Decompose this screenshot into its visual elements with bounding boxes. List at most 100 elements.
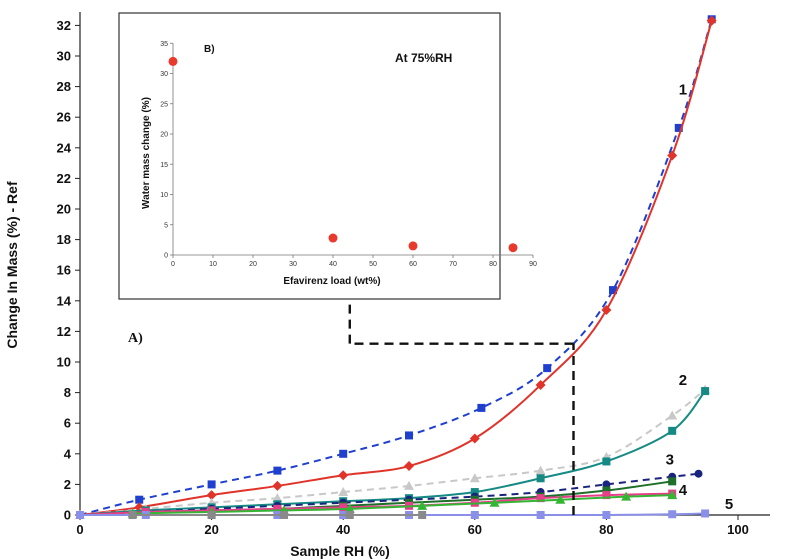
inset-x-tick-label: 30 <box>289 261 297 268</box>
y-tick-label: 32 <box>57 18 71 33</box>
inset-y-axis-title: Water mass change (%) <box>141 97 152 209</box>
series-point-9 <box>128 511 137 519</box>
inset-x-tick-label: 60 <box>409 261 417 268</box>
series-point-1 <box>206 490 217 501</box>
y-tick-label: 22 <box>57 171 71 186</box>
series-point-1 <box>272 480 283 491</box>
series-line-2 <box>79 388 706 516</box>
inset-point <box>508 243 518 253</box>
series-point-6 <box>273 504 282 513</box>
series-point-7 <box>555 494 566 504</box>
inset-y-tick-label: 30 <box>160 71 168 78</box>
series-point-6 <box>602 491 611 500</box>
series-point-8 <box>602 511 611 519</box>
inset-y-tick-label: 35 <box>160 41 168 48</box>
series-point-0 <box>273 466 282 475</box>
series-point-6 <box>536 494 545 503</box>
inset-x-tick-label: 70 <box>449 261 457 268</box>
series-point-0 <box>405 431 413 440</box>
series-point-5 <box>668 477 677 486</box>
panel-a-label: A) <box>128 331 143 346</box>
series-point-8 <box>701 509 710 518</box>
inset-axes: 0 5 10 15 20 25 30 35 0 10 20 30 40 50 60 70 80 90 <box>160 41 537 268</box>
x-tick-label: 60 <box>468 522 482 537</box>
x-tick-label: 80 <box>599 522 613 537</box>
y-axis-title: Change In Mass (%) - Ref <box>4 181 20 349</box>
series-point-3 <box>470 488 479 497</box>
y-tick-label: 10 <box>57 355 71 370</box>
series-point-3 <box>602 457 611 466</box>
series-point-0 <box>608 286 617 295</box>
curve-label: 1 <box>679 81 687 98</box>
inset-y-tick-label: 15 <box>160 162 168 169</box>
series-point-0 <box>674 123 683 132</box>
series-point-4 <box>694 469 703 478</box>
y-tick-label: 16 <box>57 263 71 278</box>
series-point-9 <box>345 511 354 519</box>
series-point-8 <box>76 511 84 519</box>
series-point-9 <box>207 511 216 519</box>
y-tick-label: 6 <box>64 416 71 431</box>
y-tick-label: 12 <box>57 324 71 339</box>
y-tick-label: 20 <box>57 202 71 217</box>
series-point-0 <box>207 480 216 489</box>
curve-label: 4 <box>679 482 688 499</box>
series-point-3 <box>668 426 677 435</box>
y-tick-label: 30 <box>57 49 71 64</box>
series-point-2 <box>667 410 678 420</box>
series-point-1 <box>535 379 546 390</box>
series-point-3 <box>701 387 710 396</box>
x-tick-label: 100 <box>727 522 749 537</box>
inset-point <box>168 56 178 66</box>
inset-y-tick-label: 25 <box>160 101 168 108</box>
inset-y-tick-label: 5 <box>164 222 168 229</box>
inset-y-tick-label: 10 <box>160 192 168 199</box>
series-point-0 <box>543 364 552 373</box>
series-point-8 <box>536 511 545 519</box>
inset-x-tick-label: 20 <box>249 261 257 268</box>
y-tick-label: 26 <box>57 110 71 125</box>
inset-panel-b: 0 5 10 15 20 25 30 35 0 10 20 30 40 50 60 70 80 90 B) At … <box>118 12 537 300</box>
series-point-7 <box>667 490 678 500</box>
series-point-5 <box>602 486 611 495</box>
y-tick-label: 2 <box>64 477 71 492</box>
y-tick-label: 14 <box>57 293 72 308</box>
inset-x-axis-title: Efavirenz load (wt%) <box>283 276 380 287</box>
y-tick-label: 24 <box>57 140 72 155</box>
series-point-1 <box>469 433 480 444</box>
series-point-2 <box>338 487 349 497</box>
series-point-1 <box>404 461 414 472</box>
series-point-0 <box>135 495 144 504</box>
curve-labels: 1 2 34 5 <box>666 81 734 513</box>
series-point-2 <box>272 493 283 503</box>
series-point-9 <box>279 511 288 519</box>
inset-x-tick-label: 90 <box>529 261 537 268</box>
curve-label: 2 <box>679 372 687 389</box>
inset-y-tick-label: 20 <box>160 132 168 139</box>
series-point-7 <box>417 500 428 510</box>
curve-label: 3 <box>666 452 674 469</box>
y-tick-label: 28 <box>57 79 71 94</box>
series-point-8 <box>470 511 479 519</box>
inset-point <box>408 241 418 251</box>
y-tick-label: 18 <box>57 232 71 247</box>
series-point-8 <box>668 510 677 519</box>
inset-x-tick-label: 80 <box>489 261 497 268</box>
series-point-2 <box>404 480 414 490</box>
series-point-7 <box>344 503 355 513</box>
inset-point <box>328 233 338 243</box>
inset-y-tick-label: 0 <box>164 253 168 260</box>
panel-b-label: B) <box>204 44 215 55</box>
series-point-2 <box>535 465 546 475</box>
series-point-7 <box>621 491 632 501</box>
inset-points <box>168 56 518 253</box>
series-point-9 <box>418 511 427 519</box>
x-axis-title: Sample RH (%) <box>290 543 390 559</box>
series-point-0 <box>477 403 486 412</box>
series-point-1 <box>601 304 612 315</box>
y-tick-label: 4 <box>64 446 72 461</box>
inset-x-tick-label: 10 <box>209 261 217 268</box>
series-point-6 <box>339 503 348 512</box>
